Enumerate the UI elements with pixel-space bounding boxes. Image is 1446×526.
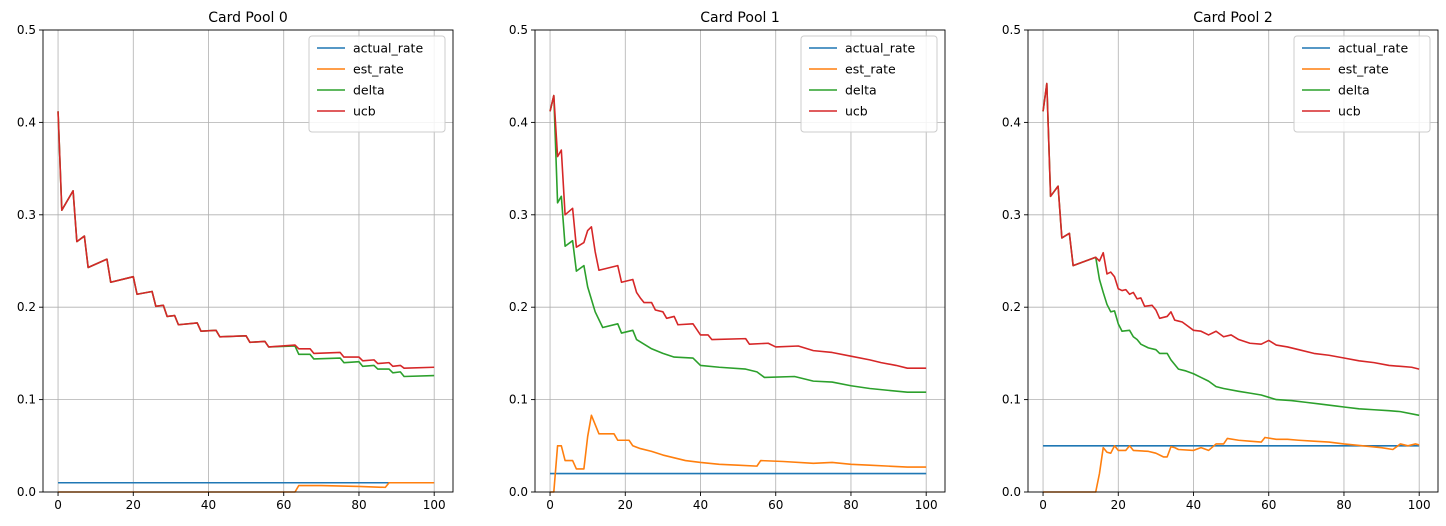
y-tick-label: 0.4: [509, 115, 528, 129]
legend-box: [308, 35, 446, 133]
axes-frame: [1027, 29, 1439, 493]
series-line-est_rate: [58, 481, 435, 493]
y-tick-label: 0.2: [17, 300, 36, 314]
legend-label-ucb: ucb: [353, 104, 376, 119]
chart-panel-0: 0 20 40 60 80 100 0.0 0.1 0.2 0.3 0.4 0.5 Card Pool …: [17, 10, 454, 512]
x-tick-label: 80: [1336, 498, 1351, 512]
x-tick-label: 100: [915, 498, 938, 512]
x-tick-label: 60: [1261, 498, 1276, 512]
series-line-delta: [1042, 82, 1420, 417]
chart-panel-1: 0 20 40 60 80 100 0.0 0.1 0.2 0.3 0.4 0.5 Card Pool …: [509, 10, 946, 512]
series-line-ucb: [1042, 82, 1420, 370]
chart-title: Card Pool 1: [700, 10, 780, 26]
series-line-delta: [549, 94, 927, 394]
axes-frame: [42, 29, 454, 493]
x-tick-label: 100: [1408, 498, 1431, 512]
legend-box: [1293, 35, 1431, 133]
legend-label-ucb: ucb: [845, 104, 868, 119]
series-line-ucb: [57, 111, 435, 369]
x-tick-label: 40: [1186, 498, 1201, 512]
axes-frame: [534, 29, 946, 493]
legend-label-actual_rate: actual_rate: [1338, 41, 1408, 56]
y-tick-label: 0.3: [17, 208, 36, 222]
legend-label-delta: delta: [353, 83, 385, 98]
y-tick-label: 0.3: [509, 208, 528, 222]
legend-box: [800, 35, 938, 133]
legend-label-delta: delta: [845, 83, 877, 98]
legend-label-actual_rate: actual_rate: [353, 41, 423, 56]
y-tick-label: 0.1: [1002, 393, 1021, 407]
y-tick-label: 0.0: [1002, 485, 1021, 499]
y-tick-label: 0.0: [509, 485, 528, 499]
x-tick-label: 80: [843, 498, 858, 512]
x-tick-label: 80: [351, 498, 366, 512]
legend-label-delta: delta: [1338, 83, 1370, 98]
x-tick-label: 20: [126, 498, 141, 512]
series-line-ucb: [549, 94, 927, 369]
y-tick-label: 0.5: [509, 23, 528, 37]
series-line-est_rate: [550, 414, 927, 493]
x-tick-label: 60: [276, 498, 291, 512]
y-tick-label: 0.0: [17, 485, 36, 499]
x-tick-label: 100: [423, 498, 446, 512]
y-tick-label: 0.5: [17, 23, 36, 37]
y-tick-label: 0.4: [1002, 115, 1021, 129]
x-tick-label: 0: [546, 498, 554, 512]
x-tick-label: 60: [768, 498, 783, 512]
legend-label-actual_rate: actual_rate: [845, 41, 915, 56]
x-tick-label: 0: [54, 498, 62, 512]
y-tick-label: 0.3: [1002, 208, 1021, 222]
y-tick-label: 0.2: [1002, 300, 1021, 314]
chart-panel-2: 0 20 40 60 80 100 0.0 0.1 0.2 0.3 0.4 0.5 Card Pool …: [1002, 10, 1439, 512]
x-tick-label: 40: [201, 498, 216, 512]
y-tick-label: 0.2: [509, 300, 528, 314]
x-tick-label: 20: [618, 498, 633, 512]
x-tick-label: 20: [1111, 498, 1126, 512]
y-tick-label: 0.4: [17, 115, 36, 129]
y-tick-label: 0.1: [509, 393, 528, 407]
legend-label-est_rate: est_rate: [845, 62, 896, 77]
y-tick-label: 0.1: [17, 393, 36, 407]
chart-title: Card Pool 2: [1193, 10, 1273, 26]
x-tick-label: 40: [693, 498, 708, 512]
y-tick-label: 0.5: [1002, 23, 1021, 37]
legend-label-ucb: ucb: [1338, 104, 1361, 119]
chart-title: Card Pool 0: [208, 10, 288, 26]
legend-label-est_rate: est_rate: [353, 62, 404, 77]
x-tick-label: 0: [1039, 498, 1047, 512]
legend-label-est_rate: est_rate: [1338, 62, 1389, 77]
series-line-est_rate: [1043, 436, 1420, 493]
